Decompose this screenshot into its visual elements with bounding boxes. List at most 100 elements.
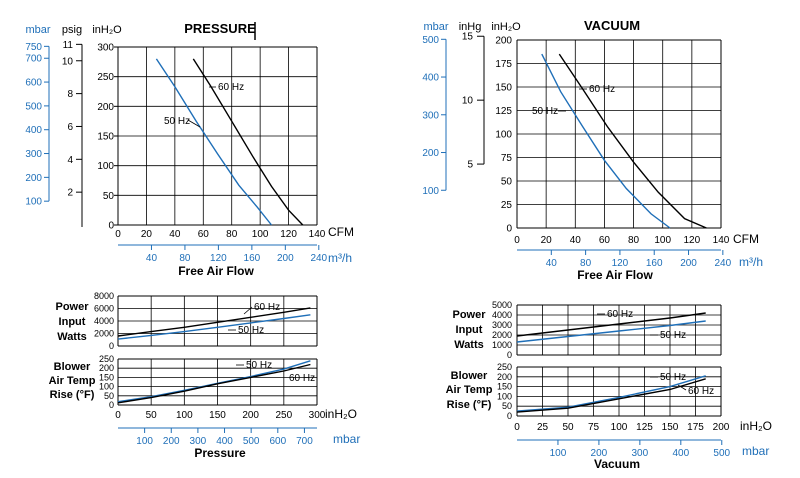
pressure-temp-y-tick-label: 50 [104, 391, 114, 401]
pressure-mbar-unit: mbar [25, 24, 50, 36]
mbar-tick-label: 750 [25, 42, 42, 53]
vacuum-x-tick-label: 0 [514, 235, 520, 246]
pressure-temp-x-tick-label: 50 [146, 410, 158, 421]
vacuum-cfm-unit: CFM [733, 232, 759, 246]
pressure-power-y-ticks: 0 2000 4000 6000 8000 [94, 291, 114, 351]
vacuum-temp-mbar-tick-label: 300 [632, 448, 649, 459]
pressure-temp-60hz-label: 60 Hz [289, 373, 315, 384]
vacuum-temp-y-tick-label: 50 [502, 401, 512, 411]
pressure-temp-mbar-tick-label: 100 [136, 436, 153, 447]
vacuum-m3h-tick-label: 160 [646, 258, 663, 269]
pressure-temp-series-60hz [117, 363, 311, 404]
vacuum-x-tick-label: 100 [654, 235, 671, 246]
vacuum-m3h-tick-label: 200 [680, 258, 697, 269]
vacuum-temp-x-unit: inH₂O [740, 419, 772, 433]
vacuum-y-ticks: 0 25 50 75 100 125 150 175 200 [495, 36, 512, 235]
vacuum-temp-y-tick-label: 250 [497, 362, 512, 372]
pressure-y-tick-label: 100 [97, 161, 114, 172]
pressure-power-y-tick-label: 4000 [94, 316, 114, 326]
vacuum-y-tick-label: 175 [495, 59, 512, 70]
inhg-tick-label: 5 [467, 160, 473, 171]
vacuum-xlabel: Free Air Flow [577, 268, 653, 282]
pressure-series-lines [155, 58, 304, 226]
mbar-tick-label: 700 [25, 54, 42, 65]
pressure-temp-x-ticks: 0 50 100 150 200 250 300 [115, 410, 326, 421]
vacuum-m3h-tick-label: 80 [580, 258, 592, 269]
vacuum-temp-chart: Blower Air Temp Rise (°F) 050100150200250 … [446, 362, 772, 471]
vacuum-temp-x-tick-label: 75 [588, 422, 600, 433]
pressure-grid [117, 46, 318, 226]
pressure-temp-x-tick-label: 0 [115, 410, 121, 421]
vacuum-temp-mbar-tick-label: 200 [591, 448, 608, 459]
vacuum-power-y-tick-label: 1000 [492, 340, 512, 350]
vacuum-mbar-tick-label: 500 [422, 35, 439, 46]
pressure-temp-x-unit: inH₂O [325, 407, 357, 421]
pressure-temp-grid [117, 358, 318, 406]
pressure-temp-x-tick-label: 250 [275, 410, 292, 421]
psig-tick-label: 4 [67, 155, 73, 166]
vacuum-temp-mbar-tick-label: 400 [672, 448, 689, 459]
pressure-power-ylabel: Power Input Watts [55, 301, 89, 343]
vacuum-temp-x-tick-label: 0 [514, 422, 520, 433]
vacuum-temp-x-tick-label: 175 [687, 422, 704, 433]
pressure-x-tick-label: 60 [198, 229, 210, 240]
vacuum-x-tick-label: 120 [684, 235, 701, 246]
vacuum-inhg-unit: inHg [459, 21, 482, 33]
vacuum-mbar-unit: mbar [423, 21, 448, 33]
vacuum-power-series-60hz [516, 312, 706, 337]
vacuum-temp-series-50hz [516, 375, 706, 412]
inhg-tick-label: 15 [462, 32, 474, 43]
pressure-power-y-tick-label: 6000 [94, 304, 114, 314]
pressure-temp-chart: Blower Air Temp Rise (°F) 050100150200250 … [49, 354, 361, 460]
pressure-power-60hz-label: 60 Hz [254, 302, 280, 313]
pressure-temp-mbar-tick-label: 700 [296, 436, 313, 447]
pressure-x-tick-label: 100 [252, 229, 269, 240]
vacuum-m3h-tick-label: 240 [714, 258, 731, 269]
vacuum-power-y-tick-label: 4000 [492, 310, 512, 320]
mbar-tick-label: 300 [25, 149, 42, 160]
vacuum-y-tick-label: 25 [501, 200, 513, 211]
vacuum-temp-x-ticks: 0 25 50 75 100 125 150 175 200 [514, 422, 730, 433]
pressure-psig-axis: 2 4 6 8 10 11 [62, 40, 83, 227]
pressure-temp-mbar-tick-label: 500 [243, 436, 260, 447]
vacuum-m3h-tick-label: 40 [546, 258, 558, 269]
pressure-power-y-tick-label: 0 [109, 341, 114, 351]
vacuum-temp-mbar-tick-label: 500 [713, 448, 730, 459]
vacuum-temp-xlabel: Vacuum [594, 457, 640, 471]
pressure-power-series-60hz [117, 307, 311, 337]
vacuum-series-50hz [541, 53, 671, 229]
vacuum-temp-lines [516, 375, 706, 413]
psig-tick-label: 11 [63, 40, 74, 51]
pressure-m3h-tick-label: 120 [210, 253, 227, 264]
vacuum-power-series-50hz [516, 320, 706, 343]
vacuum-x-tick-label: 40 [570, 235, 582, 246]
pressure-temp-xlabel: Pressure [194, 446, 246, 460]
pressure-x-tick-label: 40 [169, 229, 181, 240]
vacuum-y-tick-label: 125 [495, 106, 512, 117]
pressure-m3h-tick-label: 80 [179, 253, 191, 264]
vacuum-m3h-tick-label: 120 [612, 258, 629, 269]
vacuum-x-tick-label: 140 [713, 235, 730, 246]
pressure-power-grid [117, 295, 318, 347]
vacuum-power-y-tick-label: 5000 [492, 300, 512, 310]
vacuum-power-y-tick-label: 3000 [492, 320, 512, 330]
mbar-tick-label: 400 [25, 125, 42, 136]
vacuum-y-tick-label: 50 [501, 177, 513, 188]
mbar-tick-label: 100 [25, 197, 42, 208]
vacuum-grid [516, 39, 722, 229]
pressure-inh2o-unit: inH₂O [92, 24, 122, 36]
pressure-y-tick-label: 200 [97, 102, 114, 113]
vacuum-power-ylabel: Power Input Watts [452, 309, 486, 351]
pressure-power-y-tick-label: 8000 [94, 291, 114, 301]
inhg-tick-label: 10 [462, 96, 474, 107]
pressure-power-50hz-label: 50 Hz [238, 325, 264, 336]
pressure-temp-y-tick-label: 100 [99, 382, 114, 392]
pressure-y-tick-label: 300 [97, 43, 114, 54]
vacuum-x-tick-label: 80 [628, 235, 640, 246]
pressure-temp-mbar-tick-label: 400 [216, 436, 233, 447]
pressure-m3h-tick-label: 40 [146, 253, 158, 264]
